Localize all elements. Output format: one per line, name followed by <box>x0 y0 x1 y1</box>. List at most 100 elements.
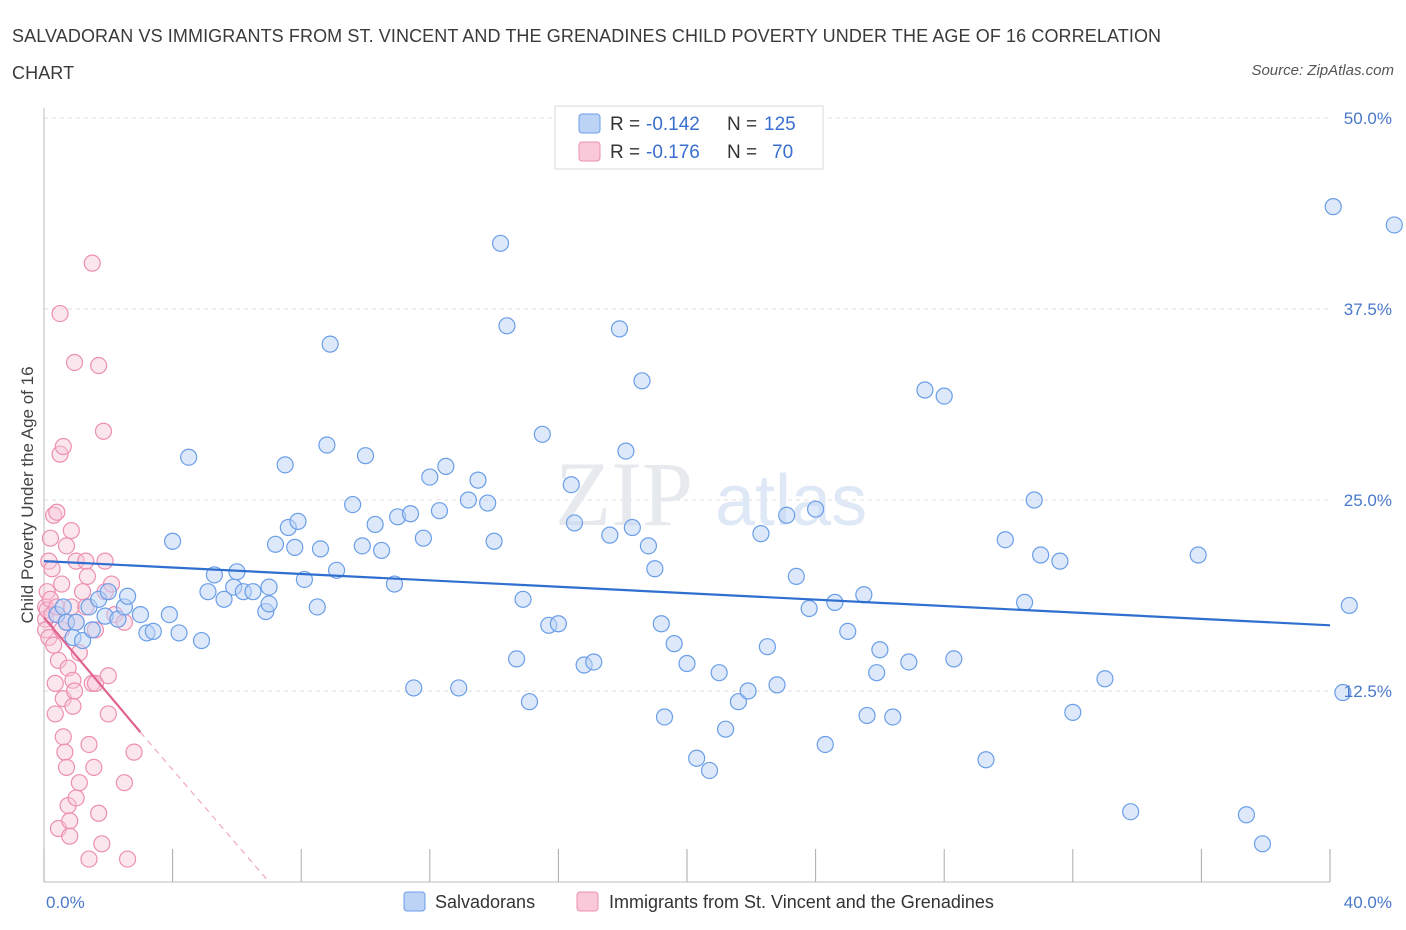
point-salvadorans <box>385 575 404 593</box>
point-salvadorans <box>514 590 532 608</box>
legend-label-salvadorans: Salvadorans <box>435 892 535 912</box>
source-note: Source: ZipAtlas.com <box>1251 62 1394 79</box>
point-salvadorans <box>565 514 584 532</box>
point-immigrants <box>43 560 61 578</box>
point-salvadorans <box>1237 806 1256 824</box>
point-salvadorans <box>806 500 825 518</box>
point-salvadorans <box>67 613 85 631</box>
point-salvadorans <box>1096 670 1114 688</box>
watermark: ZIP atlas <box>555 443 867 545</box>
point-salvadorans <box>414 529 432 547</box>
point-salvadorans <box>945 650 963 668</box>
point-salvadorans <box>617 442 635 460</box>
point-immigrants <box>54 728 72 746</box>
point-salvadorans <box>491 234 510 252</box>
point-salvadorans <box>977 751 995 769</box>
point-salvadorans <box>1064 703 1082 721</box>
point-salvadorans <box>1122 803 1140 821</box>
point-salvadorans <box>485 532 503 550</box>
point-immigrants <box>45 506 63 524</box>
point-salvadorans <box>469 471 487 489</box>
point-immigrants <box>73 583 92 601</box>
point-salvadorans <box>131 605 150 624</box>
x-tick-label-max: 40.0% <box>1344 893 1392 912</box>
point-salvadorans <box>562 476 580 494</box>
point-immigrants <box>80 850 98 868</box>
legend-swatch-salvadorans <box>403 891 426 912</box>
point-immigrants <box>51 304 69 323</box>
point-salvadorans <box>54 598 72 616</box>
point-immigrants <box>57 758 76 777</box>
point-immigrants <box>61 827 79 845</box>
point-immigrants <box>94 422 113 440</box>
point-immigrants <box>65 353 84 372</box>
point-immigrants <box>64 671 82 689</box>
point-salvadorans <box>459 491 477 509</box>
point-salvadorans <box>700 761 719 780</box>
point-salvadorans <box>308 598 326 616</box>
point-salvadorans <box>356 447 375 465</box>
point-salvadorans <box>1189 546 1207 564</box>
point-salvadorans <box>1015 593 1034 611</box>
point-salvadorans <box>839 622 857 641</box>
trend-line-immigrants <box>43 616 142 733</box>
point-salvadorans <box>623 518 641 537</box>
point-salvadorans <box>170 624 188 642</box>
legend-n-value-1: 125 <box>764 114 796 135</box>
point-salvadorans <box>450 679 468 697</box>
legend-n-label-1: N = <box>727 114 757 135</box>
point-immigrants <box>61 812 79 830</box>
point-salvadorans <box>646 560 664 578</box>
point-salvadorans <box>900 653 918 671</box>
point-salvadorans <box>601 526 619 544</box>
point-salvadorans <box>144 622 162 641</box>
trend-line-salvadorans <box>43 560 1331 627</box>
point-salvadorans <box>372 541 391 560</box>
point-salvadorans <box>884 708 902 726</box>
point-salvadorans <box>935 387 953 405</box>
point-immigrants <box>46 705 64 723</box>
point-immigrants <box>118 850 137 868</box>
legend-r-label-2: R = <box>610 142 640 163</box>
point-salvadorans <box>353 537 371 555</box>
point-salvadorans <box>498 317 516 335</box>
chart-title: SALVADORAN VS IMMIGRANTS FROM ST. VINCEN… <box>12 26 1162 83</box>
point-salvadorans <box>260 595 278 613</box>
y-axis-label: Child Poverty Under the Age of 16 <box>18 366 37 623</box>
point-immigrants <box>53 575 71 593</box>
y-tick-label: 12.5% <box>1344 682 1392 701</box>
point-salvadorans <box>1253 835 1272 853</box>
watermark-atlas: atlas <box>715 461 867 541</box>
point-immigrants <box>93 835 111 853</box>
point-immigrants <box>70 774 88 792</box>
point-salvadorans <box>996 531 1014 549</box>
point-salvadorans <box>180 448 198 466</box>
point-salvadorans <box>585 653 603 671</box>
point-salvadorans <box>192 631 211 650</box>
point-immigrants <box>54 437 72 456</box>
point-immigrants <box>77 552 95 570</box>
point-salvadorans <box>321 335 339 353</box>
y-tick-label: 37.5% <box>1344 300 1392 319</box>
point-salvadorans <box>639 537 658 555</box>
point-salvadorans <box>199 583 217 601</box>
point-salvadorans <box>266 535 285 553</box>
point-immigrants <box>56 743 74 761</box>
legend-r-label-1: R = <box>610 114 640 135</box>
point-immigrants <box>83 254 101 272</box>
point-salvadorans <box>1385 216 1403 234</box>
point-salvadorans <box>318 436 336 454</box>
point-immigrants <box>67 789 85 807</box>
point-immigrants <box>85 758 103 777</box>
legend-swatch-blue <box>578 113 601 134</box>
legend-label-immigrants: Immigrants from St. Vincent and the Gren… <box>609 892 994 912</box>
legend-r-value-2: -0.176 <box>646 142 700 163</box>
point-salvadorans <box>868 664 886 682</box>
point-salvadorans <box>1340 596 1358 615</box>
legend-n-value-2: 70 <box>772 142 793 163</box>
y-tick-label: 25.0% <box>1344 491 1392 510</box>
point-salvadorans <box>855 586 873 604</box>
point-salvadorans <box>1032 546 1050 564</box>
point-salvadorans <box>405 679 423 697</box>
